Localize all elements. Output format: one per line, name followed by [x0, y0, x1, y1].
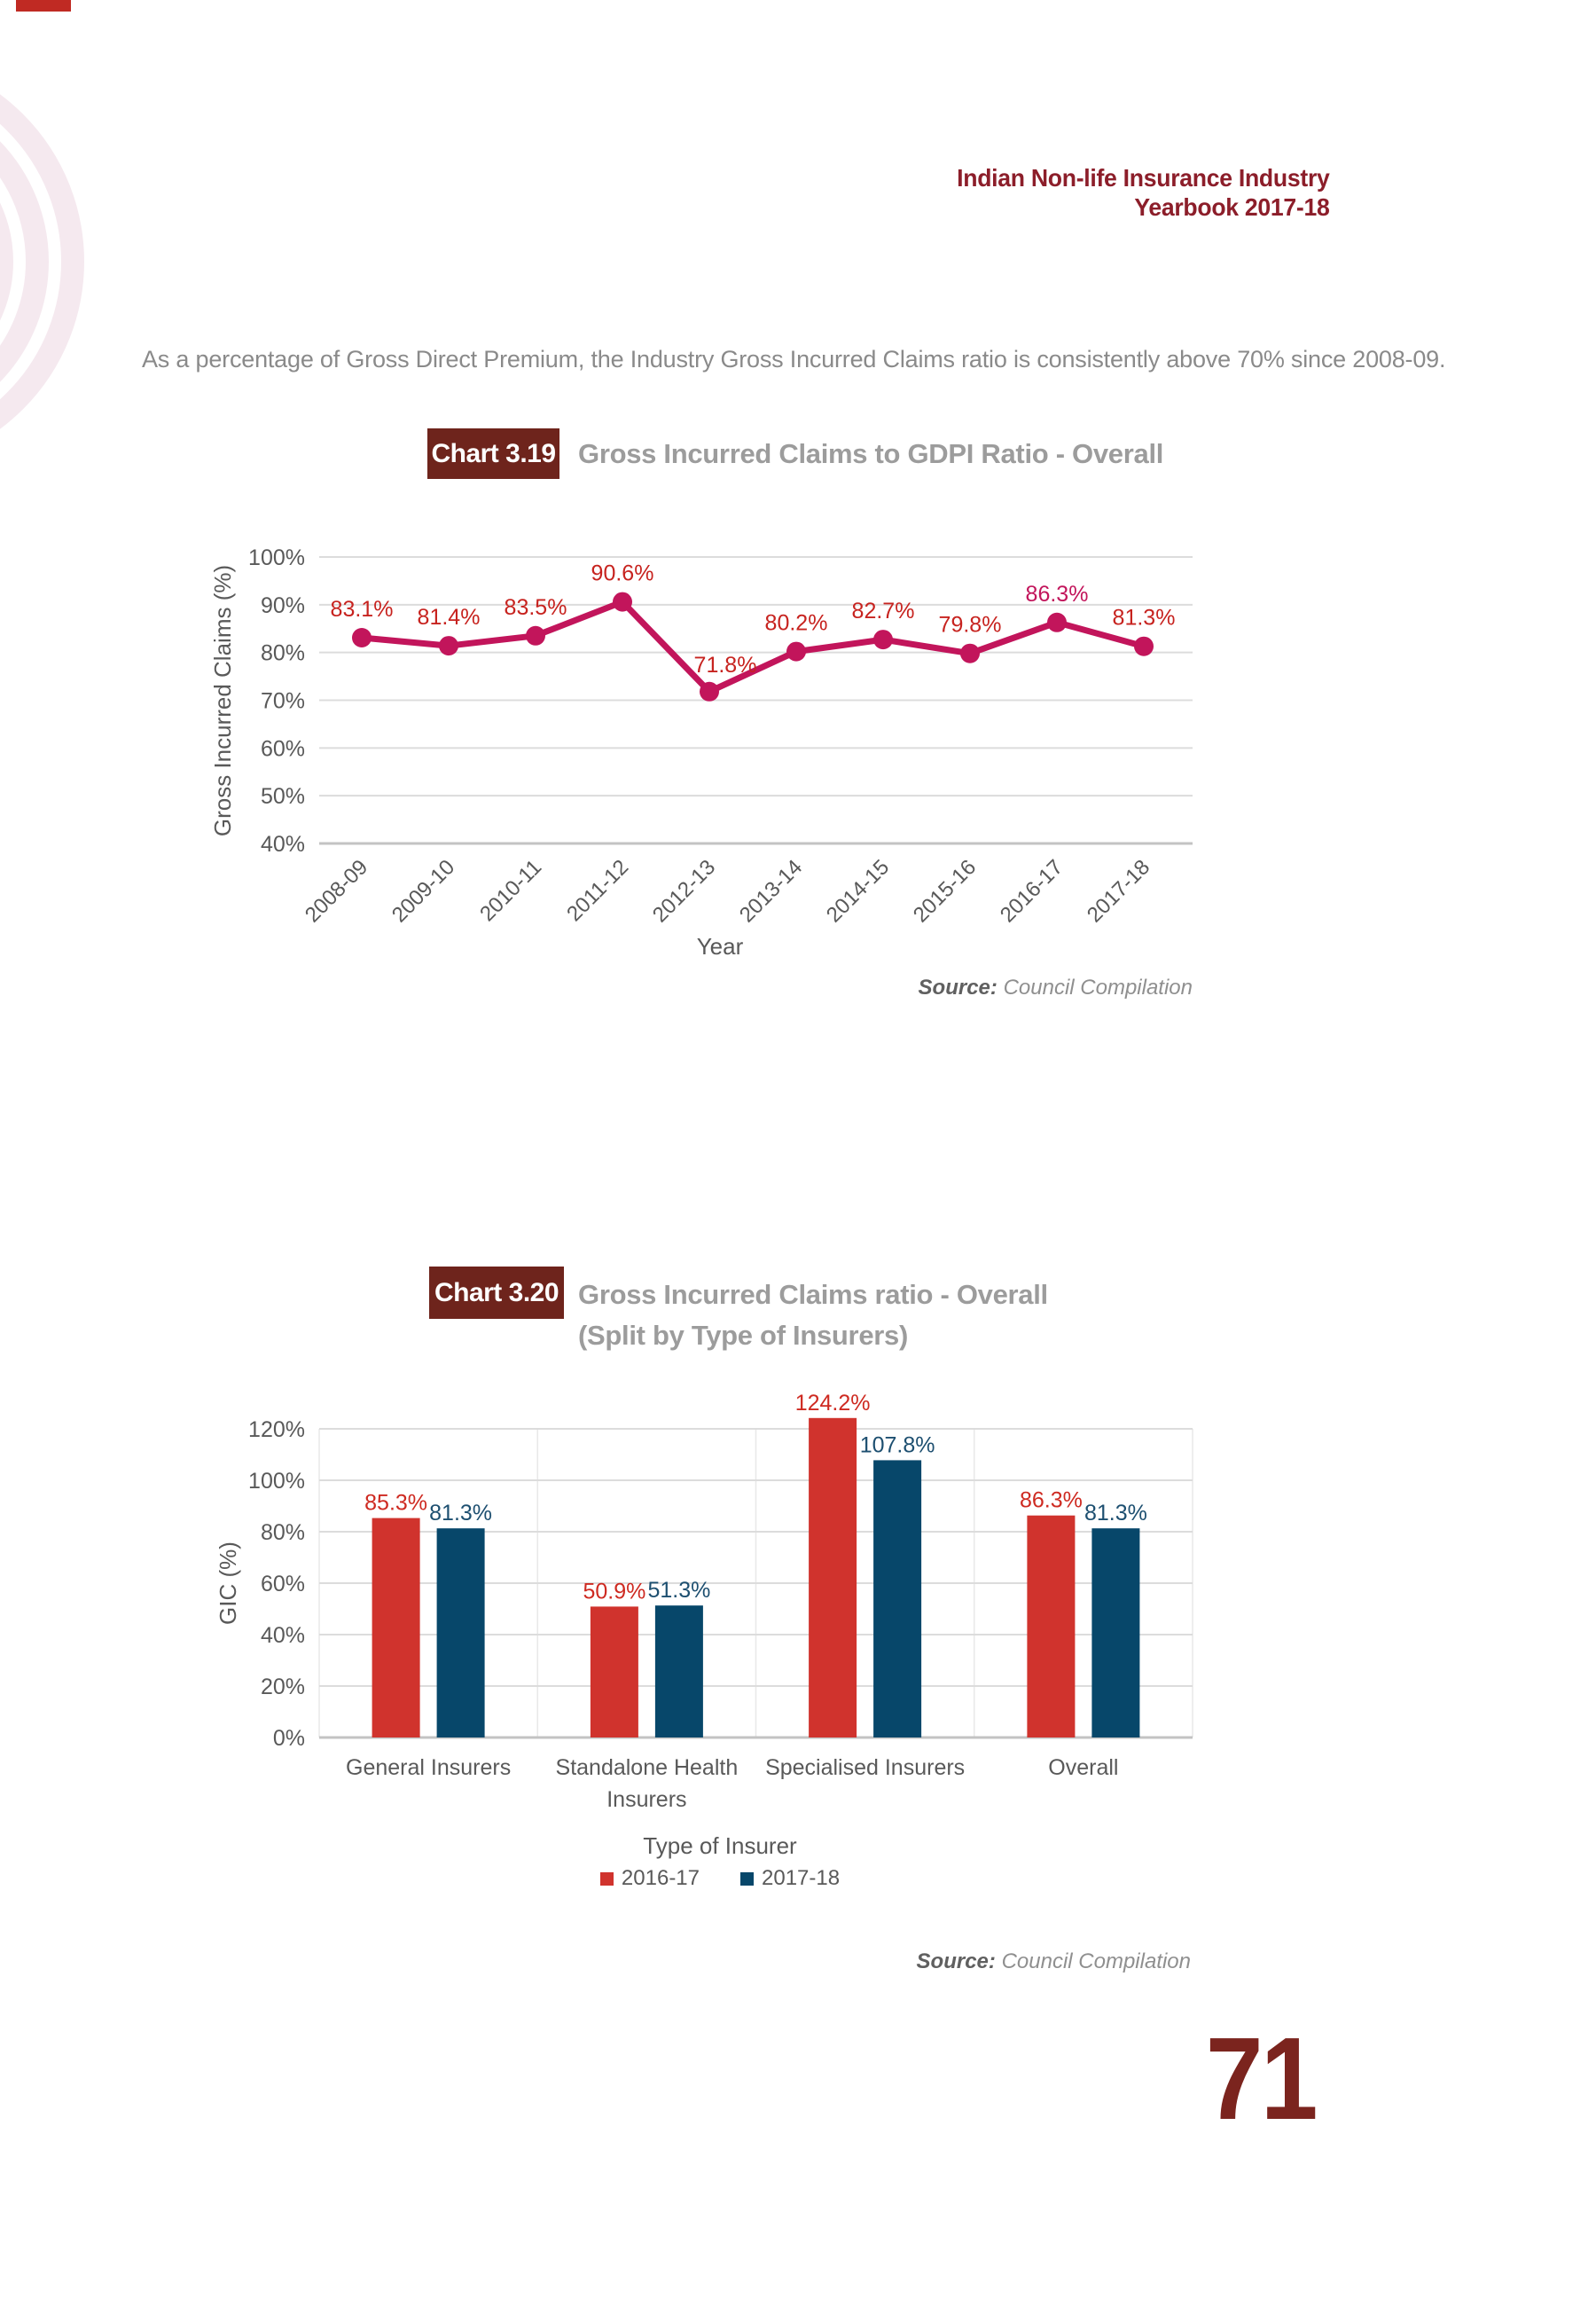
x-tick-label: 2012-13 [648, 855, 720, 927]
x-tick-label: 2017-18 [1083, 855, 1154, 927]
data-point-marker [1134, 636, 1154, 656]
category-label: Standalone Health [556, 1755, 739, 1780]
chart-319-badge: Chart 3.19 [427, 428, 559, 479]
bar-2017-18 [1091, 1528, 1140, 1737]
data-point-marker [960, 643, 980, 663]
chart-320-bar-chart: 0% 20% 40% 60% 80% 100% 120% 85.3% 50.9% 124.2% 86… [215, 1391, 1193, 1812]
category-label: Insurers [606, 1787, 686, 1812]
chart-319-title: Gross Incurred Claims to GDPI Ratio - Ov… [578, 437, 1164, 469]
data-point-label: 81.3% [1113, 606, 1176, 631]
data-point-marker [786, 641, 806, 662]
legend-swatch-2016-17 [599, 1871, 614, 1886]
bar-value-label: 86.3% [1020, 1488, 1083, 1513]
x-tick-label: 2014-15 [822, 855, 894, 927]
chart-319-line-chart: 100% 90% 80% 70% 60% 50% 40% 83.1% 81.4% 83.5% 90.… [209, 545, 1193, 960]
data-point-label: 80.2% [765, 611, 828, 636]
chart-320-x-axis-title: Type of Insurer [643, 1832, 797, 1859]
bar-2017-18 [436, 1528, 485, 1737]
bar-value-label: 50.9% [583, 1579, 645, 1604]
page-corner-accent [16, 0, 71, 12]
y-axis-title: GIC (%) [215, 1541, 241, 1625]
x-tick-label: 2008-09 [301, 855, 372, 927]
x-tick-label: 2010-11 [475, 855, 546, 926]
y-tick-label: 100% [248, 1469, 305, 1494]
y-axis-title: Gross Incurred Claims (%) [209, 565, 236, 836]
x-tick-label: 2011-12 [562, 855, 633, 926]
source-label: Source: [918, 976, 998, 1000]
category-label: Overall [1048, 1755, 1118, 1780]
data-point-marker [352, 628, 372, 647]
y-tick-label: 70% [261, 689, 305, 714]
source-text: Council Compilation [1003, 976, 1193, 1000]
source-label: Source: [916, 1949, 996, 1973]
y-tick-label: 40% [261, 832, 305, 857]
chart-320-badge: Chart 3.20 [429, 1267, 564, 1319]
y-tick-label: 20% [261, 1675, 305, 1699]
page-header: Indian Non-life Insurance Industry Yearb… [957, 163, 1331, 222]
bar-value-label: 81.3% [429, 1501, 492, 1526]
chart-320-source: Source: Council Compilation [917, 1949, 1191, 1974]
y-tick-label: 100% [248, 545, 305, 570]
bar-2016-17 [1027, 1515, 1076, 1737]
x-tick-label: 2016-17 [996, 855, 1068, 927]
data-point-label: 83.1% [331, 597, 394, 622]
y-tick-label: 80% [261, 641, 305, 666]
trend-line [358, 599, 1147, 695]
legend-item-2017-18: 2017-18 [740, 1866, 840, 1891]
bar-2017-18 [873, 1460, 922, 1737]
data-point-marker [526, 625, 545, 646]
y-tick-label: 50% [261, 784, 305, 809]
header-title: Indian Non-life Insurance Industry [957, 164, 1331, 192]
chart-320-title-line2: (Split by Type of Insurers) [578, 1320, 908, 1351]
y-tick-label: 40% [261, 1623, 305, 1648]
chart-319-source: Source: Council Compilation [919, 976, 1193, 1000]
data-point-label: 81.4% [418, 605, 481, 630]
chart-320-title-line1: Gross Incurred Claims ratio - Overall [578, 1279, 1048, 1310]
category-label: General Insurers [346, 1755, 511, 1780]
data-point-marker [873, 630, 893, 650]
data-point-label: 82.7% [852, 599, 915, 624]
data-point-label: 71.8% [694, 653, 757, 678]
y-tick-label: 60% [261, 1572, 305, 1596]
chart-320-title: Gross Incurred Claims ratio - Overall (S… [578, 1275, 1048, 1356]
data-point-marker [439, 636, 458, 656]
data-point-label: 86.3% [1026, 582, 1089, 607]
bar-2016-17 [590, 1606, 638, 1737]
x-axis-title: Year [697, 933, 744, 960]
legend-label-2017-18: 2017-18 [762, 1866, 841, 1890]
data-point-marker [1047, 612, 1067, 632]
bar-value-label: 51.3% [647, 1578, 710, 1603]
y-tick-label: 0% [273, 1726, 305, 1751]
category-label: Specialised Insurers [765, 1755, 965, 1780]
bar-value-label: 85.3% [364, 1491, 427, 1516]
bar-2017-18 [654, 1605, 703, 1737]
y-tick-label: 60% [261, 736, 305, 761]
concentric-arcs-watermark [0, 53, 84, 470]
bar-value-label: 81.3% [1084, 1501, 1147, 1526]
y-tick-label: 90% [261, 593, 305, 618]
x-tick-label: 2015-16 [909, 855, 981, 927]
data-point-label: 83.5% [505, 595, 567, 620]
intro-text: As a percentage of Gross Direct Premium,… [142, 346, 1446, 373]
bar-value-label: 124.2% [795, 1391, 871, 1416]
y-tick-label: 120% [248, 1417, 305, 1442]
data-point-marker [700, 681, 719, 702]
bar-2016-17 [809, 1417, 857, 1737]
data-point-label: 79.8% [939, 613, 1002, 638]
x-tick-label: 2009-10 [387, 855, 459, 927]
legend-item-2016-17: 2016-17 [599, 1866, 700, 1891]
bar-2016-17 [372, 1518, 420, 1737]
page-number: 71 [1206, 2013, 1318, 2144]
x-tick-label: 2013-14 [735, 855, 807, 927]
chart-320-legend: 2016-17 2017-18 [223, 1866, 1217, 1891]
header-subtitle: Yearbook 2017-18 [1134, 193, 1330, 221]
source-text: Council Compilation [1001, 1949, 1191, 1973]
y-tick-label: 80% [261, 1520, 305, 1545]
bar-value-label: 107.8% [860, 1432, 935, 1457]
data-point-label: 90.6% [591, 561, 654, 586]
data-point-marker [613, 592, 632, 612]
legend-label-2016-17: 2016-17 [621, 1866, 700, 1890]
legend-swatch-2017-18 [740, 1871, 754, 1886]
